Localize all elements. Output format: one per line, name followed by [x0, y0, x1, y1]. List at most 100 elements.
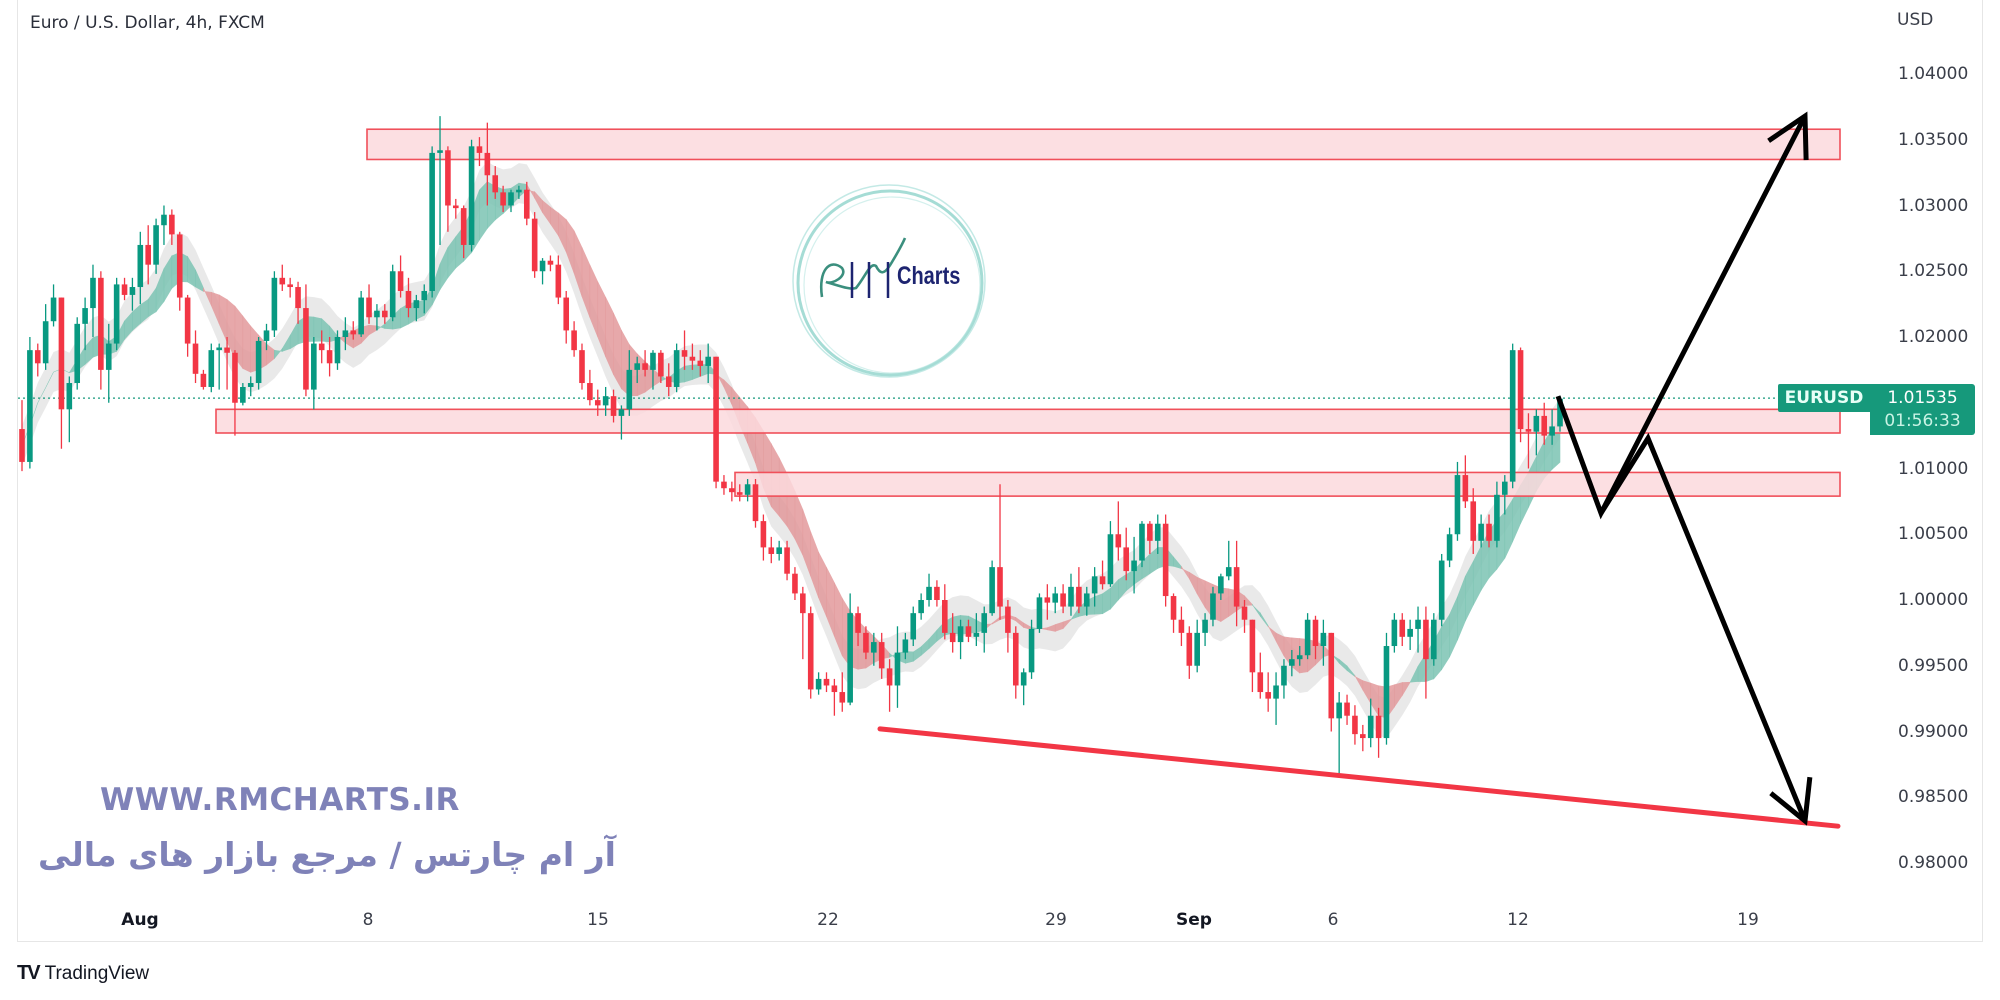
candle [1107, 534, 1114, 585]
candle [366, 297, 372, 318]
candle [1486, 523, 1492, 541]
support-trendline[interactable] [877, 726, 1841, 829]
candlesticks [19, 116, 1563, 774]
bearish-path-arrow[interactable] [1598, 432, 1808, 822]
candle [1154, 523, 1161, 541]
candle [579, 350, 585, 384]
candle [161, 214, 167, 226]
candle [1099, 576, 1106, 585]
candle [1517, 350, 1524, 430]
candle [271, 277, 278, 331]
candle [602, 396, 609, 406]
candle [1147, 523, 1153, 541]
candle [27, 350, 33, 462]
candle [1494, 494, 1500, 541]
candle [460, 208, 467, 245]
candle [949, 632, 956, 643]
projection-arrows[interactable] [1555, 111, 1813, 826]
candle [1257, 672, 1264, 693]
tradingview-logo[interactable]: TV TradingView [17, 962, 149, 985]
candle [594, 400, 601, 406]
candle [1178, 619, 1185, 633]
time-tick: 6 [1327, 910, 1339, 930]
candle [847, 613, 853, 703]
logo-signature-icon [819, 237, 907, 298]
candle [153, 225, 159, 265]
candle [1281, 665, 1287, 686]
candle [1068, 586, 1074, 607]
candle [374, 310, 380, 318]
candle [768, 547, 775, 554]
price-axis[interactable]: USD 1.04000 1.03500 1.03000 1.02500 1.02000 1… [1870, 0, 1983, 942]
price-tick: 0.99000 [1898, 721, 1969, 742]
candle [1249, 619, 1256, 673]
candle [334, 337, 341, 364]
bullish-path-arrow[interactable] [1555, 114, 1808, 520]
arrowhead-icon [1769, 776, 1813, 826]
candle [90, 277, 96, 309]
candle [1052, 593, 1059, 603]
candle [918, 600, 924, 614]
candle [539, 260, 546, 272]
time-tick: 29 [1045, 910, 1067, 930]
candle [1241, 606, 1248, 620]
candle [855, 613, 861, 633]
candle [1210, 593, 1216, 620]
candle [1296, 655, 1303, 660]
candle [744, 484, 751, 495]
zone-resistance-top[interactable] [366, 128, 1841, 161]
candle [232, 352, 238, 403]
candle [1131, 560, 1137, 572]
candle [1028, 628, 1035, 673]
candle [1399, 619, 1406, 637]
candle [1478, 523, 1484, 541]
candle [650, 352, 656, 370]
candle [965, 626, 972, 637]
candle [1273, 685, 1279, 699]
candle [807, 613, 814, 690]
candle [484, 152, 491, 176]
watermark-url: WWW.RMCHARTS.IR [100, 782, 460, 818]
zone-zone-lower[interactable] [734, 471, 1841, 497]
candle [445, 150, 451, 206]
time-tick: 8 [362, 910, 374, 930]
candle [618, 409, 625, 416]
candle [673, 350, 680, 387]
candle [492, 175, 499, 193]
symbol-label: EURUSD [1778, 384, 1870, 412]
time-tick: 12 [1507, 910, 1529, 930]
candle [1186, 632, 1193, 666]
logo-text: Charts [897, 262, 961, 290]
candle [784, 547, 790, 574]
candle [1375, 715, 1382, 739]
zone-support-mid[interactable] [215, 408, 1841, 434]
candle [902, 639, 909, 653]
candle [1044, 597, 1051, 603]
candle [255, 340, 262, 384]
candle [555, 264, 562, 298]
candle [729, 488, 735, 493]
candle [1218, 576, 1224, 594]
candle [500, 192, 506, 206]
candle [1501, 481, 1508, 495]
candle [1304, 619, 1311, 656]
candle [129, 287, 136, 295]
candle [752, 484, 759, 522]
candle [634, 363, 640, 370]
candle [429, 152, 435, 291]
candle [295, 287, 301, 309]
candle [926, 586, 932, 600]
candle [105, 343, 112, 370]
candle [705, 356, 711, 366]
candle [216, 347, 222, 351]
candle [508, 192, 514, 206]
candle [1162, 523, 1169, 597]
watermark-persian-text: آر ام چارتس / مرجع بازار های مالی [38, 835, 616, 874]
candle [1336, 702, 1342, 719]
candle [658, 352, 664, 377]
candle [176, 234, 183, 298]
candle [34, 350, 41, 364]
supply-demand-zones[interactable] [215, 128, 1841, 497]
candle [169, 214, 175, 235]
